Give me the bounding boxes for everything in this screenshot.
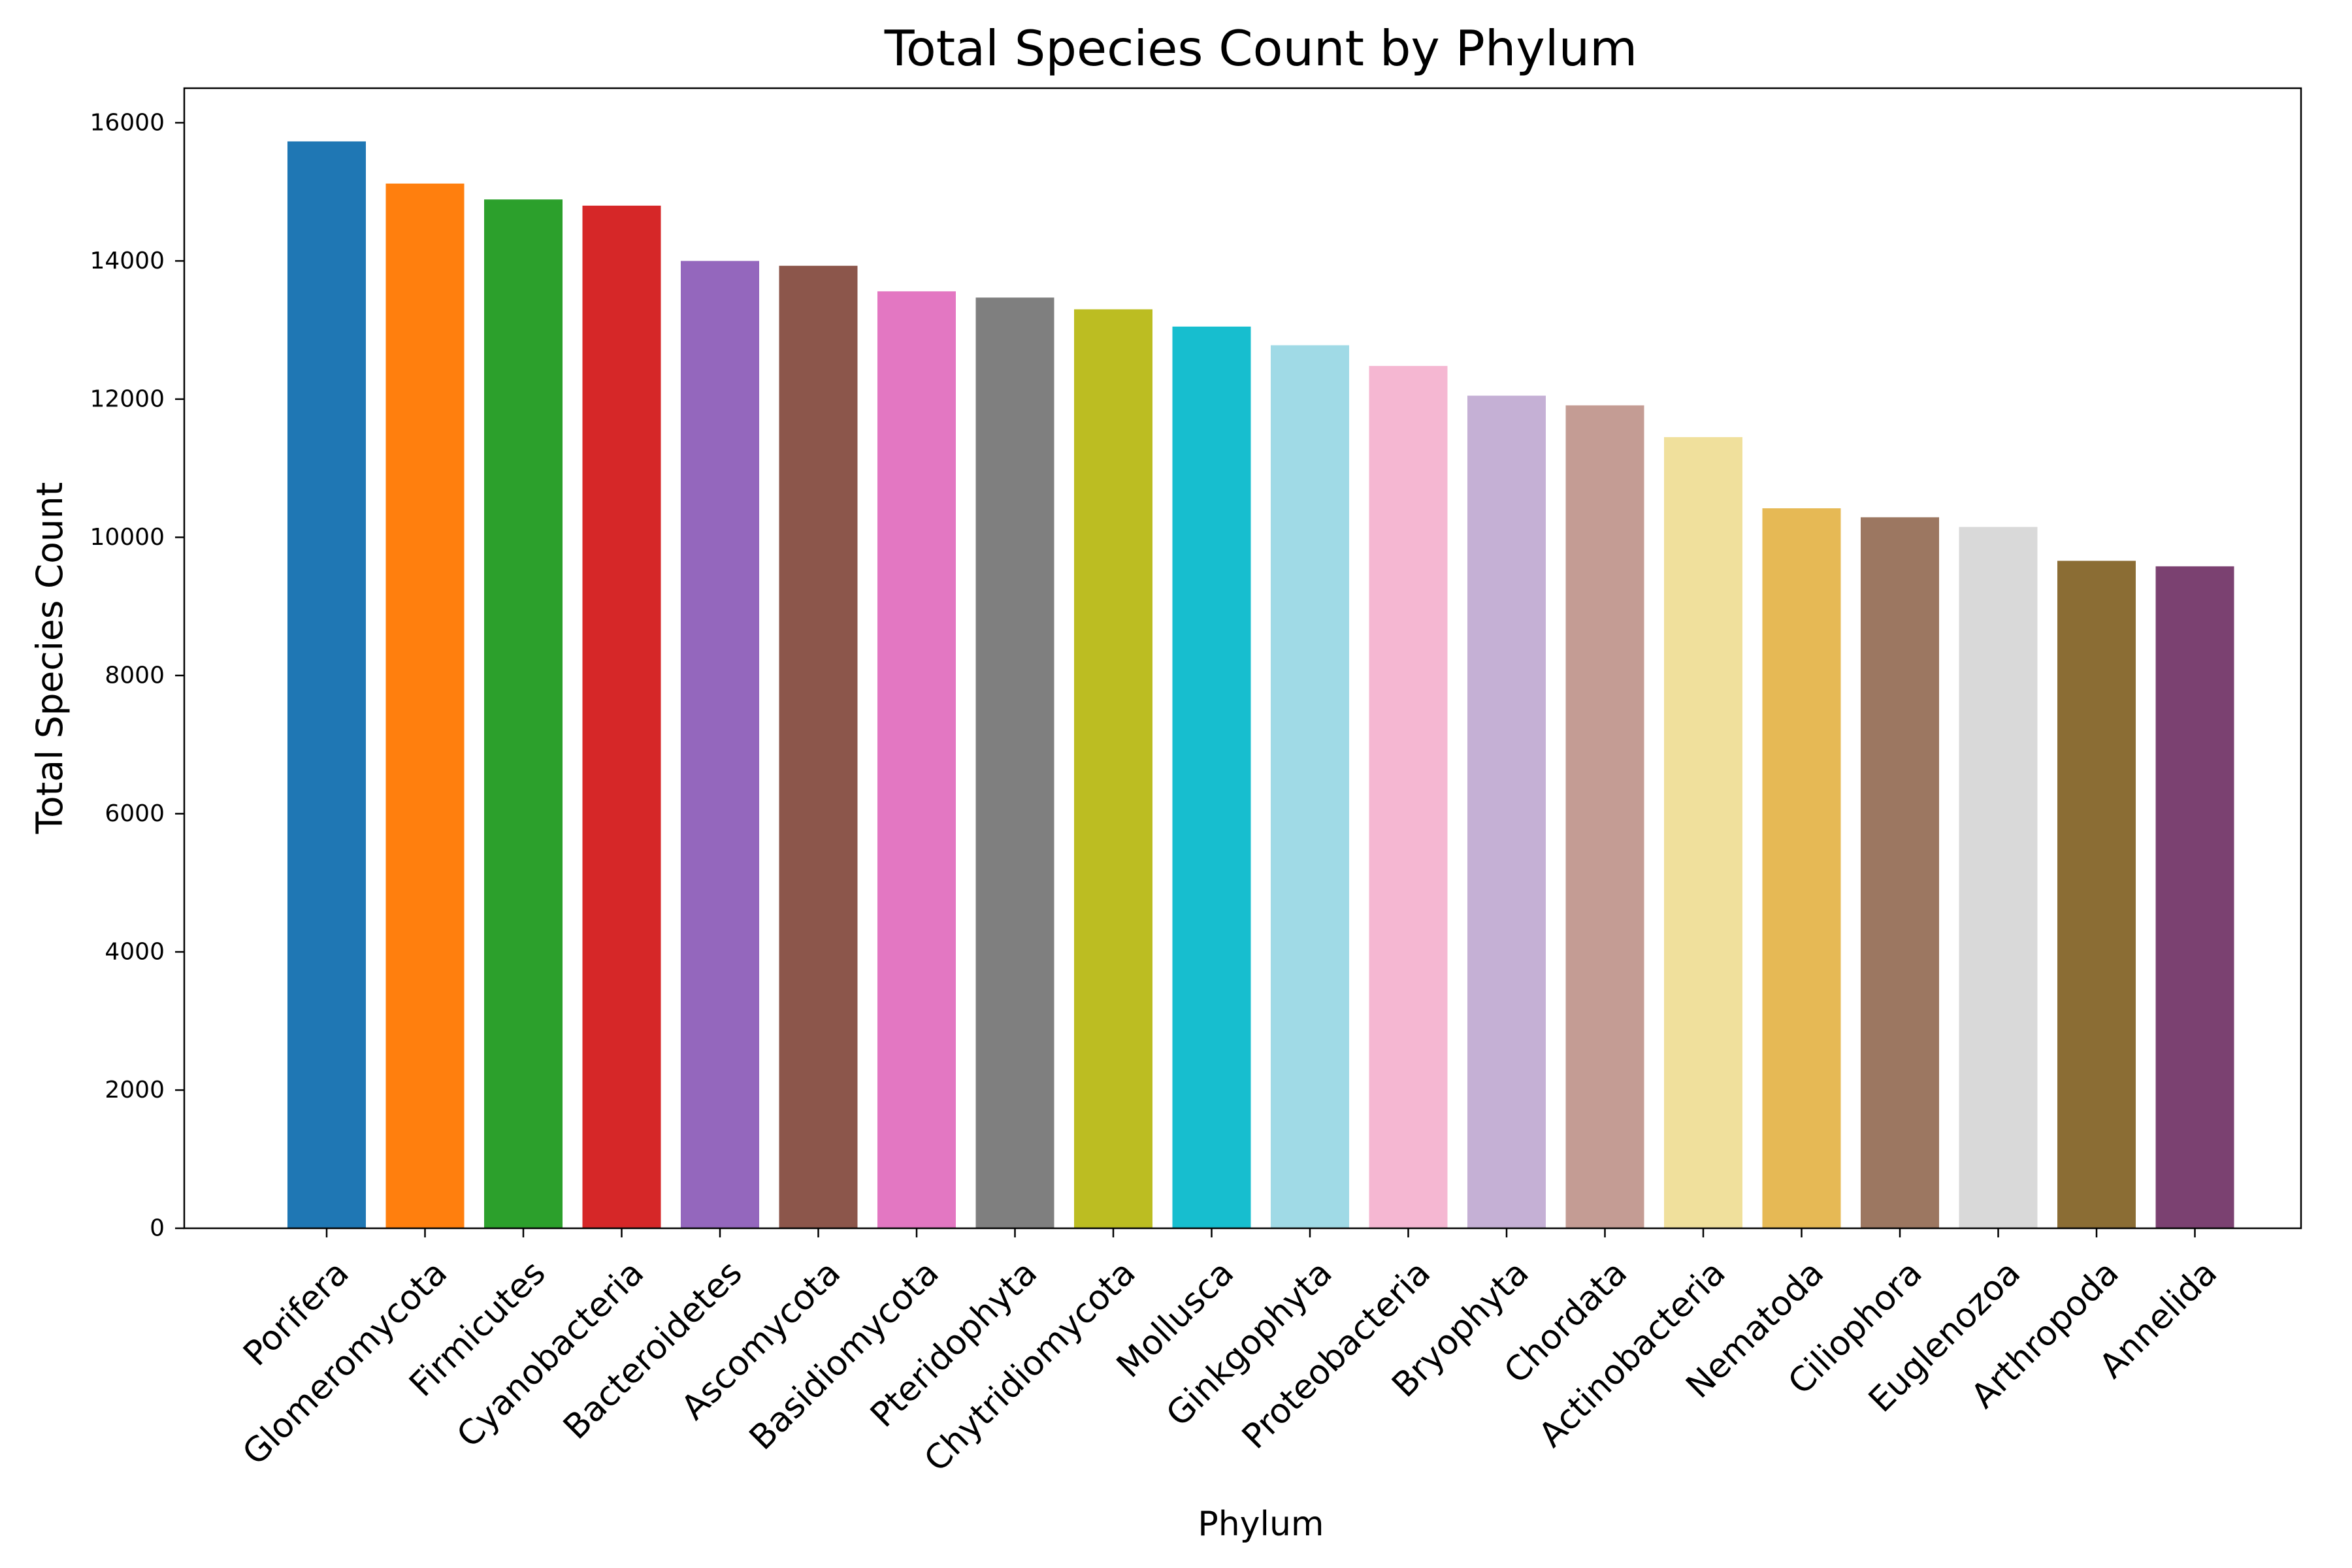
bar-annelida [2155, 566, 2234, 1228]
chart-title: Total Species Count by Phylum [884, 20, 1637, 77]
bar-proteobacteria [1369, 366, 1448, 1228]
bar-euglenozoa [1959, 527, 2038, 1229]
bar-ginkgophyta [1271, 345, 1349, 1228]
bar-bryophyta [1467, 395, 1546, 1228]
bar-firmicutes [484, 199, 563, 1229]
bar-ciliophora [1861, 517, 1939, 1228]
bar-bacteroidetes [681, 261, 759, 1229]
y-tick-label: 6000 [105, 800, 165, 827]
bar-nematoda [1762, 508, 1841, 1228]
bar-pteridophyta [975, 297, 1054, 1229]
x-axis-label: Phylum [1198, 1505, 1324, 1544]
bar-chordata [1565, 405, 1644, 1228]
y-tick-label: 2000 [105, 1077, 165, 1103]
bar-basidiomycota [877, 291, 956, 1229]
y-axis-label: Total Species Count [29, 482, 71, 834]
bar-mollusca [1172, 326, 1251, 1228]
y-tick-label: 14000 [90, 248, 165, 274]
bar-actinobacteria [1664, 437, 1742, 1229]
bar-chytridiomycota [1074, 309, 1152, 1228]
bars-group [287, 141, 2234, 1229]
y-tick-label: 0 [150, 1215, 165, 1242]
bar-arthropoda [2057, 561, 2136, 1228]
y-tick-label: 16000 [90, 109, 165, 136]
bar-cyanobacteria [582, 205, 661, 1229]
y-tick-label: 12000 [90, 385, 165, 412]
y-tick-label: 10000 [90, 524, 165, 551]
y-axis-ticks: 0 2000 4000 6000 8000 10000 12000 14000 16000 [90, 109, 184, 1242]
y-tick-label: 8000 [105, 662, 165, 689]
bar-porifera [287, 141, 366, 1228]
bar-glomeromycota [385, 183, 465, 1229]
bar-ascomycota [779, 265, 858, 1228]
plot-frame [183, 87, 2302, 1230]
y-tick-label: 4000 [105, 938, 165, 965]
